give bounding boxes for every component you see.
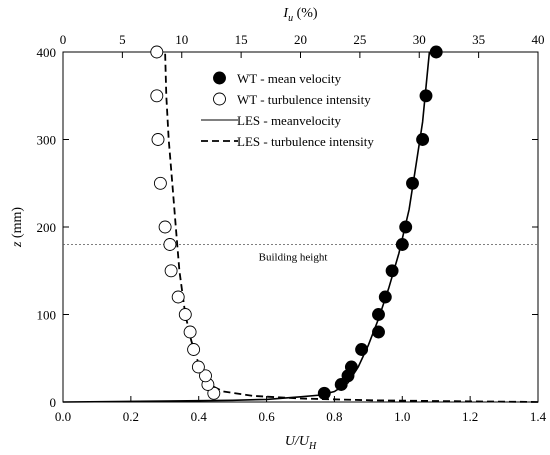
wt-turbulence-point — [164, 264, 178, 278]
wt-turbulence-point — [151, 133, 165, 146]
legend-label: WT - mean velocity — [237, 71, 342, 86]
wt-velocity-point — [406, 176, 419, 190]
legend-marker — [213, 92, 226, 106]
x-top-tick-label: 10 — [175, 32, 188, 47]
wt-turbulence-point — [171, 290, 185, 304]
wt-turbulence-point — [153, 176, 167, 190]
x-bottom-tick-label: 0.0 — [55, 409, 71, 424]
x-top-tick-label: 25 — [353, 32, 366, 47]
wt-velocity-point — [399, 220, 413, 234]
wt-turbulence-point — [150, 45, 164, 59]
y-tick-label: 400 — [37, 45, 57, 60]
x-bottom-tick-label: 0.8 — [326, 409, 342, 424]
wt-velocity-point — [372, 325, 385, 339]
y-axis-label: z (mm) — [10, 207, 25, 248]
wt-turbulence-point — [187, 343, 201, 356]
x-bottom-tick-label: 0.4 — [191, 409, 208, 424]
legend: WT - mean velocity WT - turbulence intens… — [201, 71, 374, 149]
wt-velocity-point — [395, 238, 409, 251]
wt-turbulence-point — [183, 325, 197, 339]
legend-label: WT - turbulence intensity — [237, 92, 371, 107]
axes-layer: 0.0 0.2 0.4 0.6 0.8 1.0 1.2 1.4 0 5 10 15 20 25 30 35 40… — [10, 6, 547, 452]
x-top-tick-label: 35 — [472, 32, 485, 47]
y-tick-label: 0 — [50, 395, 57, 410]
x-bottom-tick-label: 1.2 — [462, 409, 478, 424]
x-top-tick-label: 5 — [119, 32, 126, 47]
reference-layer: Building height — [63, 244, 538, 264]
points-layer — [150, 45, 443, 400]
wt-turbulence-point — [158, 220, 172, 234]
wt-turbulence-point — [150, 89, 164, 103]
wt-velocity-point — [378, 290, 392, 304]
wt-velocity-point — [419, 89, 433, 103]
les-velocity-line — [62, 51, 431, 403]
wt-turbulence-point — [199, 369, 212, 383]
wt-turbulence-point — [207, 386, 221, 400]
wt-turbulence-point — [163, 238, 177, 251]
wt-velocity-point — [372, 308, 385, 321]
wt-velocity-point — [416, 133, 430, 146]
x-bottom-tick-label: 0.2 — [123, 409, 139, 424]
wt-turbulence-point — [178, 308, 192, 321]
building-height-label: Building height — [259, 252, 328, 264]
y-tick-label: 100 — [37, 308, 57, 323]
wt-velocity-point — [344, 360, 358, 374]
x-bottom-axis-label: U/UH — [285, 434, 317, 452]
legend-label: LES - meanvelocity — [237, 113, 341, 128]
y-tick-label: 300 — [37, 133, 57, 148]
x-top-tick-label: 15 — [235, 32, 248, 47]
wt-velocity-point — [355, 343, 369, 356]
y-tick-label: 200 — [37, 220, 57, 235]
x-top-tick-label: 0 — [60, 32, 67, 47]
x-top-axis-label: Iu (%) — [282, 6, 317, 24]
wt-velocity-point — [385, 264, 399, 278]
x-bottom-tick-label: 1.0 — [394, 409, 410, 424]
wt-velocity-point — [334, 378, 348, 391]
legend-label: LES - turbulence intensity — [237, 134, 374, 149]
wt-turbulence-point — [191, 360, 205, 374]
x-bottom-tick-label: 1.4 — [530, 409, 547, 424]
wt-velocity-point — [317, 386, 331, 400]
x-top-tick-label: 40 — [532, 32, 545, 47]
x-top-tick-label: 30 — [413, 32, 426, 47]
wt-velocity-point — [429, 45, 443, 59]
x-top-tick-label: 20 — [294, 32, 307, 47]
x-bottom-tick-label: 0.6 — [258, 409, 275, 424]
legend-marker — [213, 71, 226, 85]
